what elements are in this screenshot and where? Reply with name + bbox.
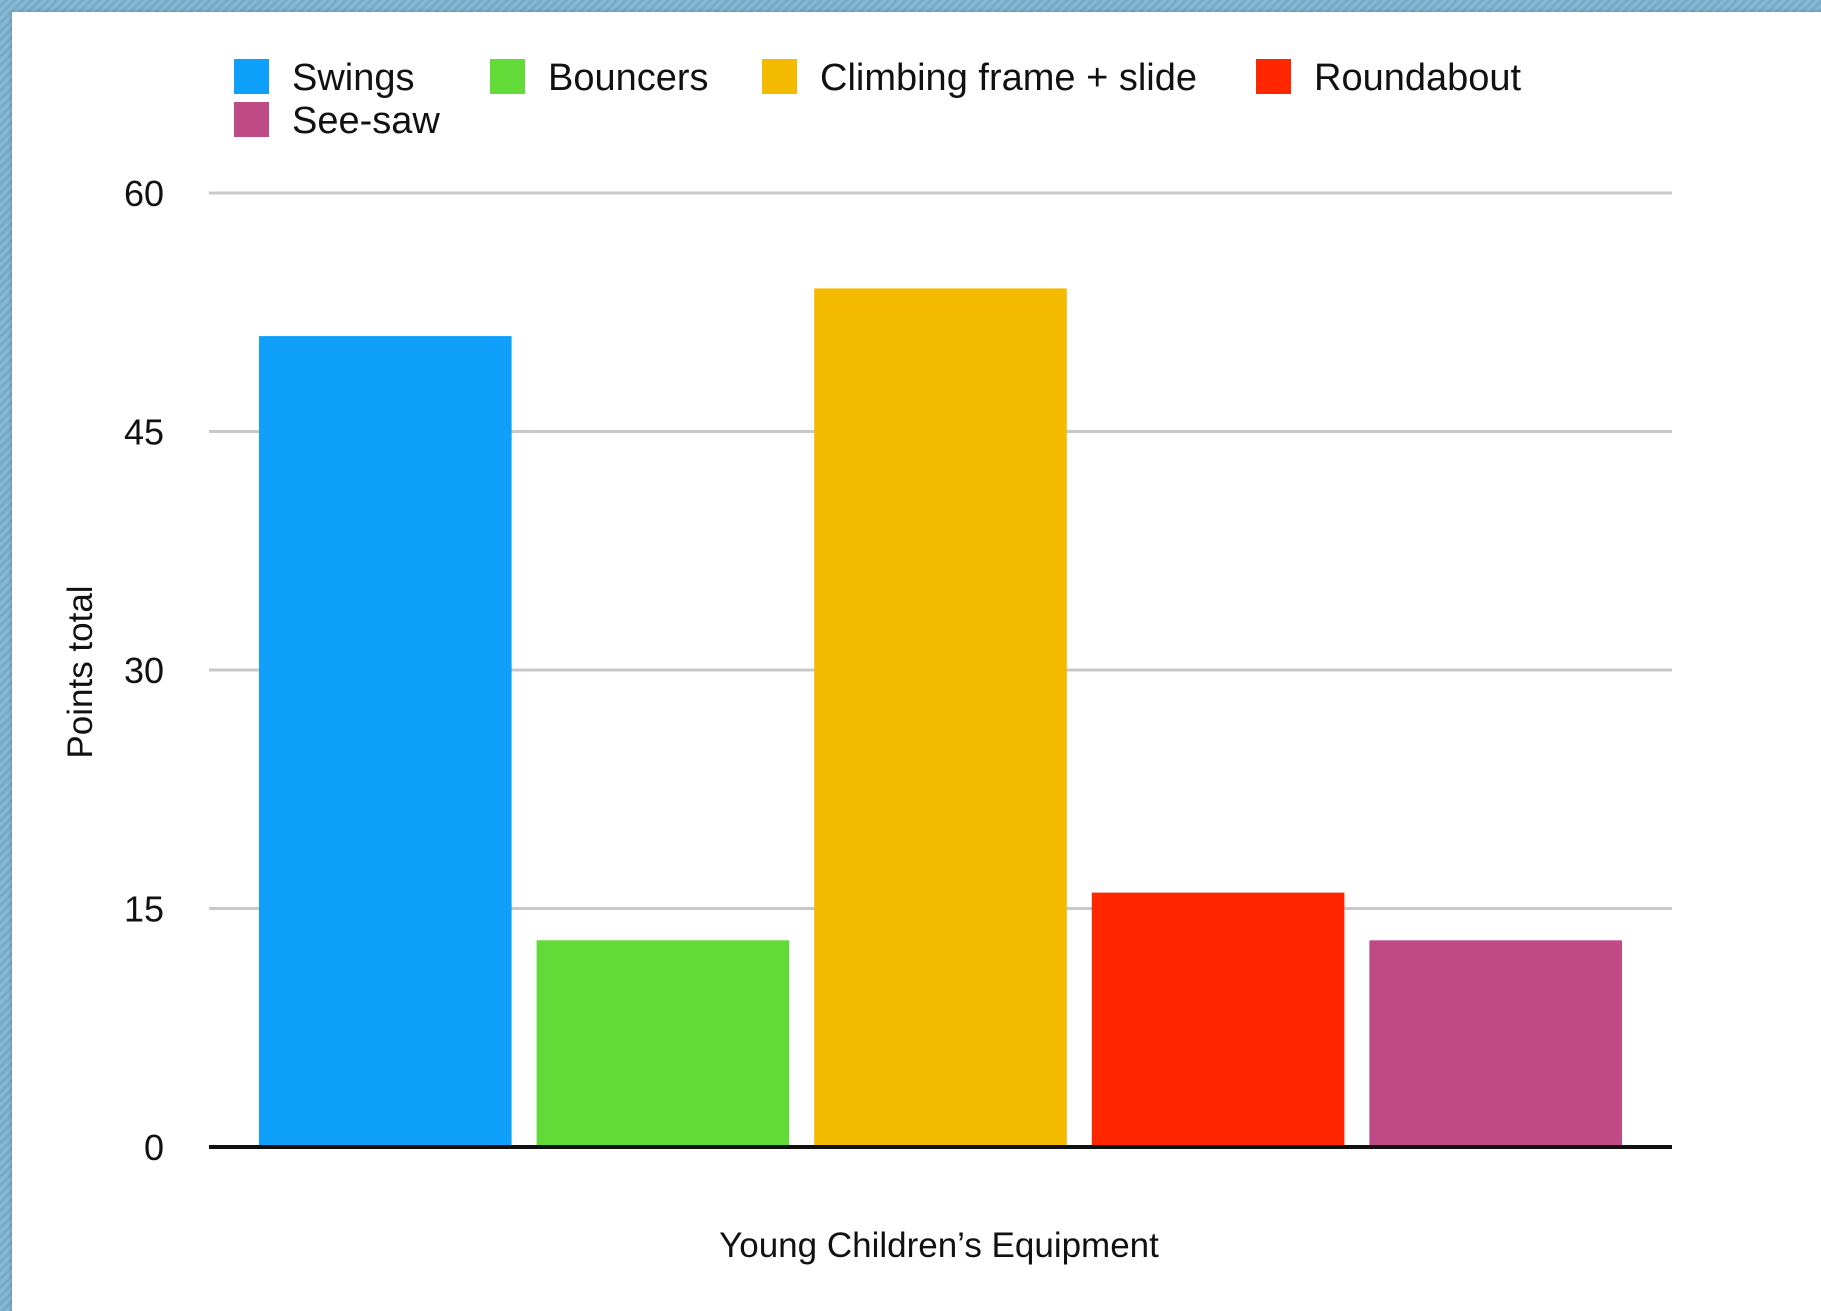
legend-swatch-climbing-frame-slide <box>762 59 797 94</box>
y-axis-ticks: 0 15 30 45 60 <box>124 173 164 1168</box>
legend-label-bouncers: Bouncers <box>548 57 709 99</box>
y-axis-title: Points total <box>61 585 100 758</box>
bar-see-saw <box>1369 940 1622 1147</box>
legend-swatch-see-saw <box>234 102 269 137</box>
bar-climbing-frame-slide <box>814 288 1067 1147</box>
legend-swatch-bouncers <box>490 59 525 94</box>
chart-panel: 0 15 30 45 60 Swings Bouncers Climbing frame +… <box>12 12 1821 1311</box>
bar-bouncers <box>536 940 790 1147</box>
y-tick-label-15: 15 <box>124 889 164 930</box>
legend-swatch-roundabout <box>1256 59 1291 94</box>
legend-label-roundabout: Roundabout <box>1314 57 1522 99</box>
x-axis-title: Young Children’s Equipment <box>719 1226 1159 1265</box>
y-tick-label-0: 0 <box>144 1127 164 1168</box>
legend-swatch-swings <box>234 59 269 94</box>
legend-label-see-saw: See-saw <box>292 100 440 142</box>
y-tick-label-45: 45 <box>124 412 164 453</box>
y-tick-label-30: 30 <box>124 650 164 691</box>
bar-chart: 0 15 30 45 60 Swings Bouncers Climbing frame +… <box>61 57 1672 1265</box>
bar-swings <box>259 336 512 1148</box>
legend: Swings Bouncers Climbing frame + slide Roun… <box>234 57 1522 142</box>
legend-label-climbing-frame-slide: Climbing frame + slide <box>820 57 1197 99</box>
bars <box>259 288 1622 1148</box>
bar-roundabout <box>1091 892 1345 1147</box>
y-tick-label-60: 60 <box>124 173 164 214</box>
legend-label-swings: Swings <box>292 57 415 99</box>
